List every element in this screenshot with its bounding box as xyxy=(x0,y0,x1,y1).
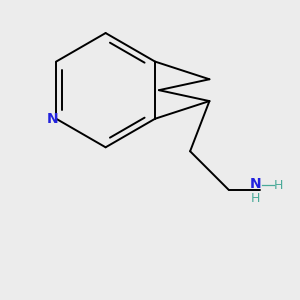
Text: N: N xyxy=(47,112,59,126)
Text: H: H xyxy=(274,179,283,192)
Text: H: H xyxy=(251,192,260,205)
Text: N: N xyxy=(250,177,262,191)
